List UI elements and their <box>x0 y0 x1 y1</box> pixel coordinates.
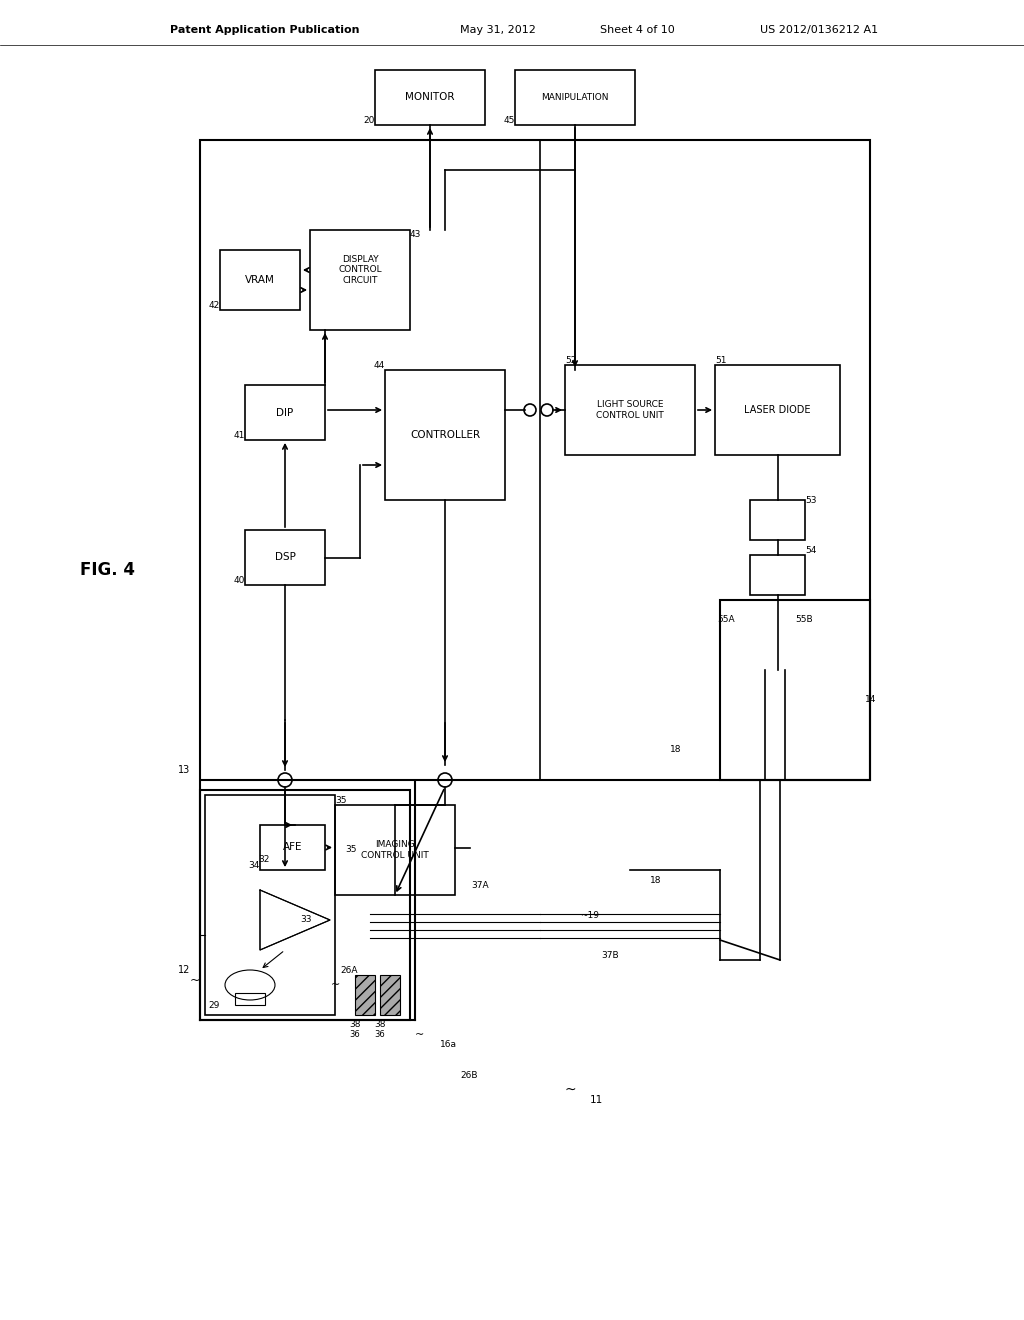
Bar <box>385 370 505 500</box>
Bar <box>245 531 325 585</box>
Text: 44: 44 <box>374 360 385 370</box>
Bar <box>310 230 410 330</box>
Bar <box>205 795 335 1015</box>
Text: 32: 32 <box>259 855 270 865</box>
Bar <box>375 70 485 125</box>
Text: LASER DIODE: LASER DIODE <box>744 405 811 414</box>
Text: 33: 33 <box>300 915 311 924</box>
Text: 51: 51 <box>715 356 726 366</box>
Text: 37B: 37B <box>601 950 618 960</box>
Text: 18: 18 <box>650 876 662 884</box>
Text: Patent Application Publication: Patent Application Publication <box>170 25 359 36</box>
Text: 43: 43 <box>410 230 421 239</box>
Text: 29: 29 <box>209 1001 220 1010</box>
Text: 34: 34 <box>249 861 260 870</box>
Text: 38: 38 <box>374 1020 386 1030</box>
Text: 11: 11 <box>590 1096 603 1105</box>
Text: 42: 42 <box>209 301 220 310</box>
Text: 36: 36 <box>349 1030 360 1039</box>
Text: 45: 45 <box>504 116 515 125</box>
Text: 13: 13 <box>178 766 190 775</box>
Bar <box>335 805 455 895</box>
Bar <box>515 70 635 125</box>
Text: 52: 52 <box>565 356 577 366</box>
Text: IMAGING
CONTROL UNIT: IMAGING CONTROL UNIT <box>361 841 429 859</box>
Text: 55B: 55B <box>795 615 813 624</box>
Text: ~: ~ <box>331 979 340 990</box>
Text: 26A: 26A <box>340 966 357 975</box>
Text: VRAM: VRAM <box>245 275 274 285</box>
Text: FIG. 4: FIG. 4 <box>80 561 135 579</box>
Text: 35: 35 <box>335 796 346 805</box>
Bar <box>715 366 840 455</box>
Text: 14: 14 <box>865 696 877 705</box>
Bar <box>260 825 325 870</box>
Text: ~: ~ <box>416 1030 425 1040</box>
Text: ~: ~ <box>189 974 201 986</box>
Bar <box>750 500 805 540</box>
Text: 16a: 16a <box>440 1040 457 1049</box>
Text: DSP: DSP <box>274 553 296 562</box>
Bar <box>200 789 410 1020</box>
Bar <box>220 249 300 310</box>
Text: 18: 18 <box>670 746 682 755</box>
Text: DISPLAY
CONTROL
CIRCUIT: DISPLAY CONTROL CIRCUIT <box>338 255 382 285</box>
Bar <box>565 366 695 455</box>
Text: MANIPULATION: MANIPULATION <box>542 92 608 102</box>
Text: CONTROLLER: CONTROLLER <box>410 430 480 440</box>
Text: 37A: 37A <box>471 880 488 890</box>
Bar <box>380 975 400 1015</box>
Text: 41: 41 <box>233 432 245 440</box>
Bar <box>750 554 805 595</box>
Bar <box>234 993 265 1005</box>
Bar <box>720 601 870 780</box>
Text: DIP: DIP <box>276 408 294 417</box>
Polygon shape <box>260 890 330 950</box>
Text: 54: 54 <box>805 546 816 554</box>
Text: May 31, 2012: May 31, 2012 <box>460 25 536 36</box>
Bar <box>355 975 375 1015</box>
Text: 53: 53 <box>805 496 816 506</box>
Text: 26B: 26B <box>460 1071 477 1080</box>
Text: Sheet 4 of 10: Sheet 4 of 10 <box>600 25 675 36</box>
Text: 40: 40 <box>233 576 245 585</box>
Text: 36: 36 <box>375 1030 385 1039</box>
Bar <box>245 385 325 440</box>
Text: ~: ~ <box>564 1082 575 1097</box>
Text: 38: 38 <box>349 1020 360 1030</box>
Text: ~19: ~19 <box>580 911 599 920</box>
Text: 12: 12 <box>177 965 190 975</box>
Text: 55A: 55A <box>718 615 735 624</box>
Bar <box>200 140 870 780</box>
Text: AFE: AFE <box>283 842 302 853</box>
Text: 35: 35 <box>345 845 356 854</box>
Text: US 2012/0136212 A1: US 2012/0136212 A1 <box>760 25 879 36</box>
Text: LIGHT SOURCE
CONTROL UNIT: LIGHT SOURCE CONTROL UNIT <box>596 400 664 420</box>
Text: 20: 20 <box>364 116 375 125</box>
Text: MONITOR: MONITOR <box>406 92 455 102</box>
